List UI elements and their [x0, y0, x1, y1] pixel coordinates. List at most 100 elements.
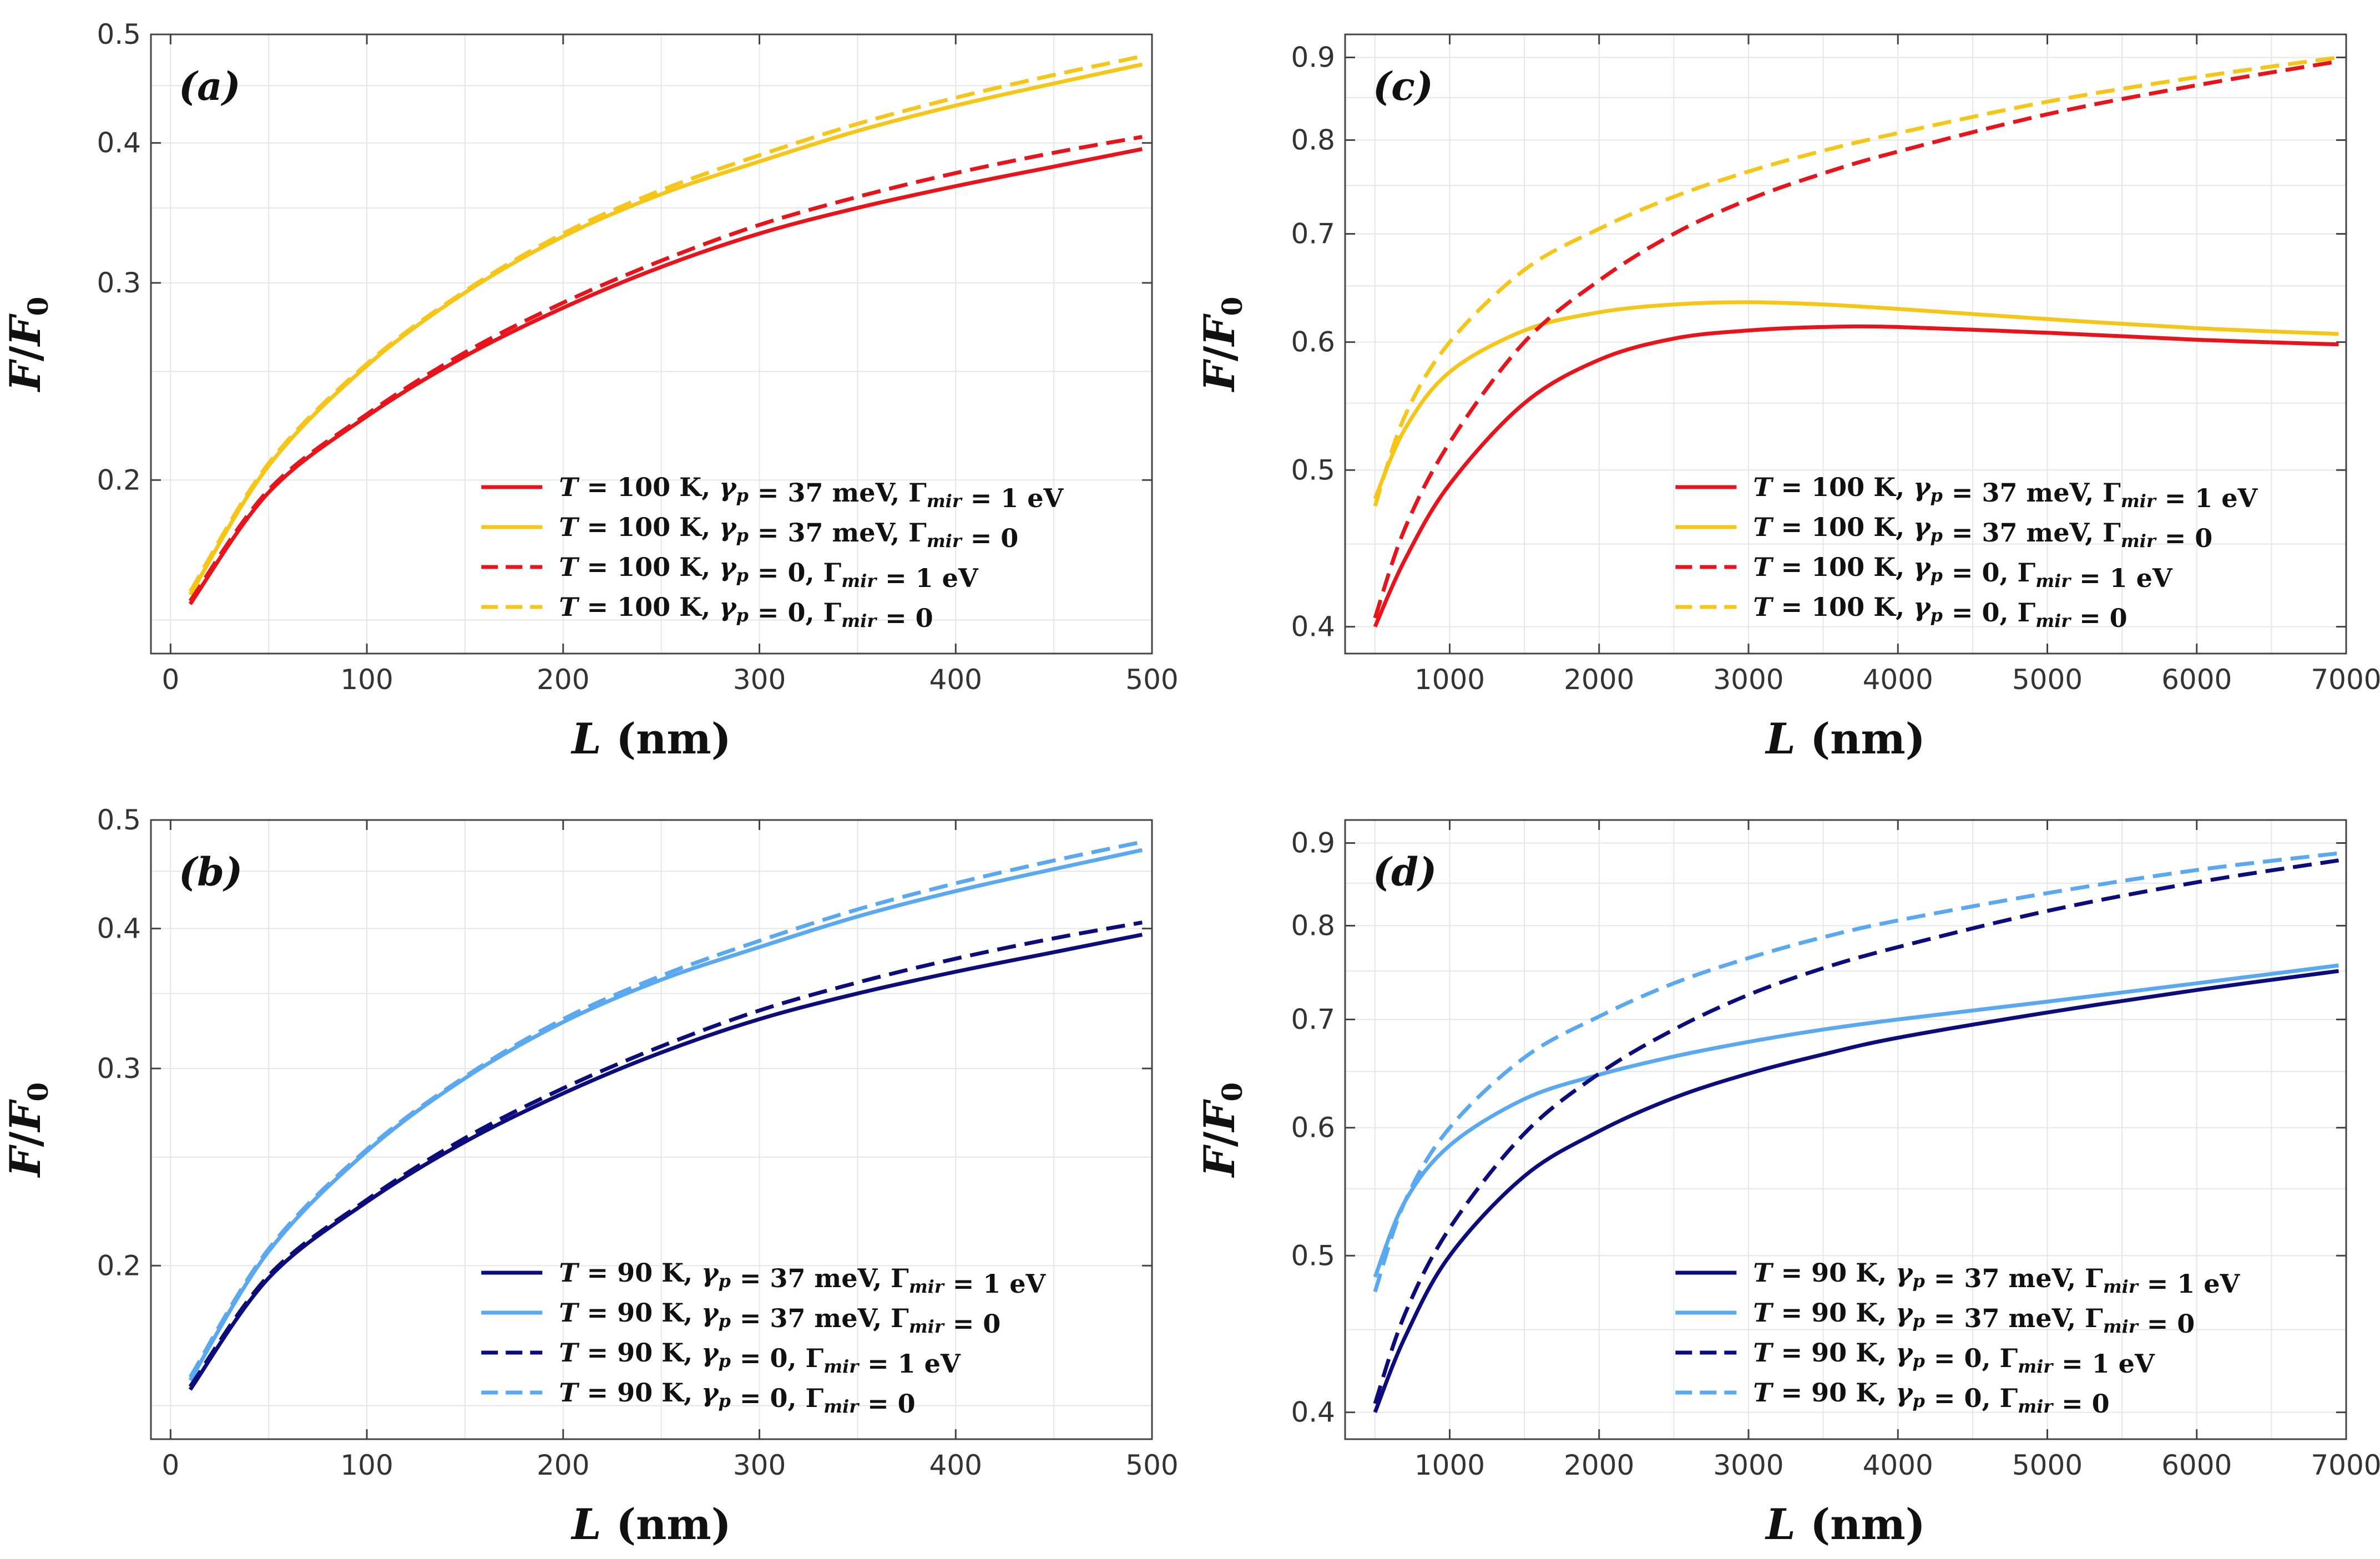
x-tick-label: 500 [1125, 664, 1178, 696]
x-tick-label: 0 [161, 1449, 179, 1481]
series-line-1 [1373, 969, 2339, 1413]
panel-b: 0 100 200 300 400 500 0.2 0.3 0.4 0.5 L (nm) F/F0 (b… [1, 804, 1179, 1549]
y-tick-label: 0.4 [97, 913, 141, 945]
series-lines [188, 839, 1143, 1391]
x-tick-label: 3000 [1713, 1449, 1783, 1481]
x-tick-label: 1000 [1414, 1449, 1485, 1481]
series-line-2 [188, 62, 1143, 596]
x-axis-label: L (nm) [1765, 714, 1926, 763]
gridlines [1345, 820, 2347, 1439]
series-line-4 [1373, 55, 2339, 507]
y-tick-label: 0.5 [1291, 454, 1335, 486]
y-tick-label: 0.2 [97, 464, 141, 496]
y-axis-label: F/F0 [1, 297, 54, 393]
x-tick-label: 5000 [2012, 1449, 2083, 1481]
x-tick-label: 6000 [2161, 1449, 2232, 1481]
series-line-4 [188, 54, 1143, 593]
legend-entry: T = 90 K, γp = 37 meV, Γmir = 0 [1753, 1298, 2195, 1339]
panel-label: (d) [1373, 849, 1437, 895]
y-tick-label: 0.7 [1291, 1004, 1335, 1036]
y-axis-label: F/F0 [1195, 1082, 1249, 1178]
x-tick-label: 2000 [1564, 664, 1634, 696]
legend: T = 100 K, γp = 37 meV, Γmir = 1 eVT = 1… [1675, 472, 2258, 633]
legend: T = 90 K, γp = 37 meV, Γmir = 1 eVT = 90… [481, 1258, 1047, 1419]
legend-entry: T = 100 K, γp = 0, Γmir = 0 [559, 592, 933, 633]
series-line-3 [188, 135, 1143, 603]
x-axis-label: L (nm) [1765, 1500, 1926, 1549]
y-tick-label: 0.3 [97, 1052, 141, 1085]
x-tick-label: 400 [929, 1449, 982, 1481]
y-tick-label: 0.4 [1291, 611, 1335, 643]
y-tick-label: 0.5 [97, 804, 141, 836]
plot-frame [1344, 33, 2347, 655]
y-tick-label: 0.9 [1291, 41, 1335, 73]
y-tick-label: 0.4 [1291, 1396, 1335, 1429]
y-axis-label: F/F0 [1, 1082, 54, 1178]
y-tick-label: 0.7 [1291, 218, 1335, 250]
x-tick-label: 6000 [2161, 664, 2232, 696]
x-axis-label: L (nm) [570, 714, 731, 763]
series-line-2 [1373, 963, 2339, 1278]
plot-frame [150, 819, 1153, 1440]
x-tick-label: 100 [340, 664, 393, 696]
series-line-4 [188, 839, 1143, 1379]
legend-entry: T = 100 K, γp = 0, Γmir = 1 eV [1753, 552, 2173, 593]
x-tick-label: 1000 [1414, 664, 1485, 696]
legend-entry: T = 100 K, γp = 0, Γmir = 0 [1753, 592, 2127, 633]
legend: T = 100 K, γp = 37 meV, Γmir = 1 eVT = 1… [481, 472, 1064, 633]
legend-entry: T = 100 K, γp = 37 meV, Γmir = 0 [559, 512, 1018, 553]
panel-label: (a) [179, 63, 241, 109]
series-line-2 [1373, 300, 2339, 500]
series-line-3 [1373, 858, 2339, 1405]
x-tick-label: 7000 [2311, 1449, 2380, 1481]
series-lines [188, 54, 1143, 605]
legend-entry: T = 90 K, γp = 0, Γmir = 0 [1753, 1378, 2109, 1419]
y-tick-label: 0.3 [97, 267, 141, 299]
x-tick-label: 4000 [1863, 1449, 1933, 1481]
series-line-3 [1373, 59, 2339, 619]
x-tick-label: 500 [1125, 1449, 1178, 1481]
y-tick-label: 0.8 [1291, 910, 1335, 942]
legend-entry: T = 100 K, γp = 37 meV, Γmir = 0 [1753, 512, 2212, 553]
x-tick-label: 400 [929, 664, 982, 696]
series-lines [1373, 851, 2339, 1413]
legend-entry: T = 100 K, γp = 37 meV, Γmir = 1 eV [559, 472, 1064, 513]
y-tick-label: 0.5 [1291, 1239, 1335, 1272]
gridlines [1345, 34, 2347, 654]
x-tick-label: 7000 [2311, 664, 2380, 696]
x-tick-label: 300 [733, 1449, 786, 1481]
panel-c: 1000 2000 3000 4000 5000 6000 7000 0.4 0.5 0.6 0.7… [1195, 33, 2380, 763]
x-axis-label: L (nm) [570, 1500, 731, 1549]
series-line-2 [188, 848, 1143, 1381]
plot-frame [1344, 819, 2347, 1440]
series-line-3 [188, 920, 1143, 1388]
legend-entry: T = 100 K, γp = 37 meV, Γmir = 1 eV [1753, 472, 2258, 513]
legend-entry: T = 90 K, γp = 37 meV, Γmir = 1 eV [559, 1258, 1046, 1299]
y-tick-label: 0.6 [1291, 1112, 1335, 1144]
x-tick-label: 0 [161, 664, 179, 696]
legend: T = 90 K, γp = 37 meV, Γmir = 1 eVT = 90… [1675, 1258, 2241, 1419]
plot-frame [150, 33, 1153, 655]
y-tick-label: 0.8 [1291, 124, 1335, 156]
y-tick-label: 0.4 [97, 127, 141, 159]
y-tick-label: 0.2 [97, 1249, 141, 1282]
legend-entry: T = 90 K, γp = 0, Γmir = 1 eV [1753, 1338, 2155, 1379]
x-tick-label: 100 [340, 1449, 393, 1481]
series-line-1 [1373, 324, 2339, 628]
y-axis-label: F/F0 [1195, 297, 1249, 393]
legend-entry: T = 100 K, γp = 0, Γmir = 1 eV [559, 552, 979, 593]
x-tick-label: 200 [537, 664, 589, 696]
legend-entry: T = 90 K, γp = 0, Γmir = 0 [559, 1378, 915, 1419]
y-tick-label: 0.9 [1291, 827, 1335, 859]
legend-entry: T = 90 K, γp = 0, Γmir = 1 eV [559, 1338, 961, 1379]
y-tick-label: 0.5 [97, 18, 141, 50]
x-tick-label: 200 [537, 1449, 589, 1481]
x-tick-label: 3000 [1713, 664, 1783, 696]
x-tick-label: 300 [733, 664, 786, 696]
gridlines [151, 819, 1153, 1439]
panel-label: (c) [1373, 63, 1433, 109]
panel-label: (b) [179, 849, 242, 895]
x-tick-label: 5000 [2012, 664, 2083, 696]
legend-entry: T = 90 K, γp = 37 meV, Γmir = 0 [559, 1298, 1000, 1339]
